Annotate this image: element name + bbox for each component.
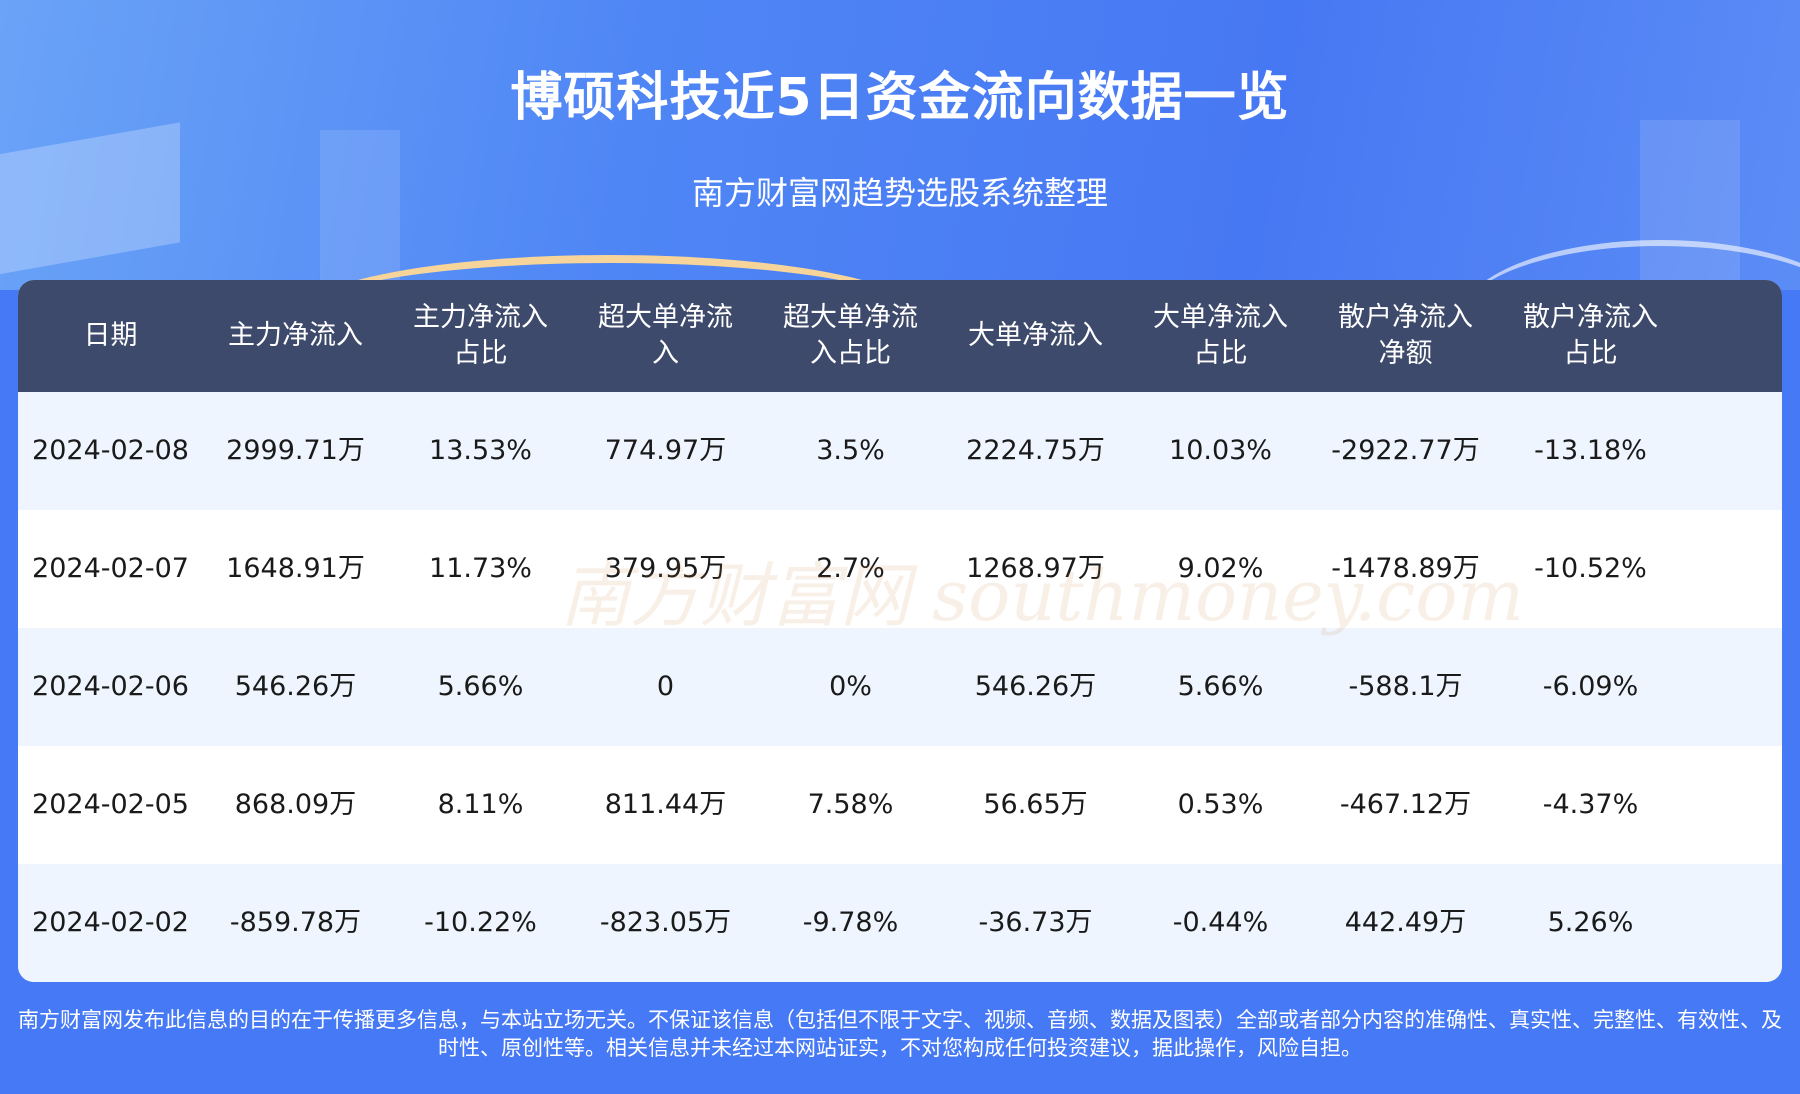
table-row: 2024-02-02 -859.78万 -10.22% -823.05万 -9.78% -…: [18, 864, 1782, 982]
table-cell: -0.44%: [1172, 907, 1269, 938]
column-header: 大单净流入: [968, 320, 1103, 351]
page-subtitle: 南方财富网趋势选股系统整理: [691, 174, 1108, 212]
table-cell: -36.73万: [978, 907, 1093, 938]
table-cell: 546.26万: [234, 671, 357, 702]
table-cell: 8.11%: [437, 789, 524, 820]
table-cell: 5.66%: [1177, 671, 1264, 702]
table-cell: 0: [656, 671, 675, 702]
column-header: 主力净流入 占比: [413, 302, 548, 369]
table-header: 日期 主力净流入 主力净流入 占比 超大单净流 入超大单净流 入占比 大单净流入 大单净流…: [18, 280, 1782, 392]
column-header: 超大单净流 入: [598, 302, 733, 369]
decoration: [320, 130, 400, 290]
table-row: 2024-02-07 1648.91万 11.73% 379.95万 2.7% 1268.…: [18, 510, 1782, 628]
table-cell: 442.49万: [1344, 907, 1467, 938]
table-cell: 13.53%: [429, 435, 532, 466]
table-body: 2024-02-08 2999.71万 13.53% 774.97万 3.5% 2224.…: [18, 392, 1782, 982]
table-cell: 774.97万: [604, 435, 727, 466]
table-cell: -13.18%: [1534, 435, 1647, 466]
table-cell: 811.44万: [604, 789, 727, 820]
table-row: 2024-02-05 868.09万 8.11% 811.44万 7.58% 56.65万…: [18, 746, 1782, 864]
page-title: 博硕科技近5日资金流向数据一览: [510, 68, 1290, 128]
column-header: 散户净流入 净额: [1338, 302, 1473, 369]
table-cell: 546.26万: [974, 671, 1097, 702]
table-cell: 1648.91万: [226, 553, 365, 584]
table-cell: -588.1万: [1348, 671, 1463, 702]
table-cell: -823.05万: [599, 907, 732, 938]
table-cell: 2224.75万: [966, 435, 1105, 466]
column-header: 日期: [83, 320, 138, 351]
table-cell: 379.95万: [604, 553, 727, 584]
table-cell: 10.03%: [1169, 435, 1272, 466]
table-cell: 2.7%: [816, 553, 885, 584]
table-cell: 56.65万: [983, 789, 1088, 820]
table-cell: 868.09万: [234, 789, 357, 820]
table-cell: 2024-02-08: [32, 435, 189, 466]
table-cell: -6.09%: [1542, 671, 1639, 702]
table-cell: -467.12万: [1339, 789, 1472, 820]
table-cell: -1478.89万: [1331, 553, 1480, 584]
table-cell: 11.73%: [429, 553, 532, 584]
table-cell: 2024-02-05: [32, 789, 189, 820]
table-cell: 7.58%: [807, 789, 894, 820]
table-cell: 1268.97万: [966, 553, 1105, 584]
column-header: 主力净流入: [228, 320, 363, 351]
table-cell: 2999.71万: [226, 435, 365, 466]
column-header: 散户净流入 占比: [1523, 302, 1658, 369]
column-header: 大单净流入 占比: [1153, 302, 1288, 369]
decoration-arc: [300, 255, 920, 290]
banner: 博硕科技近5日资金流向数据一览 南方财富网趋势选股系统整理: [0, 0, 1800, 290]
column-header: 超大单净流 入占比: [783, 302, 918, 369]
fund-flow-table: 日期 主力净流入 主力净流入 占比 超大单净流 入超大单净流 入占比 大单净流入 大单净流…: [18, 280, 1782, 982]
table-cell: -9.78%: [802, 907, 899, 938]
table-cell: -2922.77万: [1331, 435, 1480, 466]
table-cell: 3.5%: [816, 435, 885, 466]
table-cell: 2024-02-02: [32, 907, 189, 938]
disclaimer: 南方财富网发布此信息的目的在于传播更多信息，与本站立场无关。不保证该信息（包括但…: [18, 1008, 1782, 1060]
table-cell: 0.53%: [1177, 789, 1264, 820]
table-cell: -4.37%: [1542, 789, 1639, 820]
table-cell: 2024-02-07: [32, 553, 189, 584]
table-cell: 2024-02-06: [32, 671, 189, 702]
table-row: 2024-02-06 546.26万 5.66% 0 0% 546.26万 5.66% -58…: [18, 628, 1782, 746]
decoration-arc: [1460, 240, 1800, 290]
table-cell: -859.78万: [229, 907, 362, 938]
table-cell: 9.02%: [1177, 553, 1264, 584]
table-cell: 0%: [829, 671, 872, 702]
table-cell: 5.66%: [437, 671, 524, 702]
table-cell: -10.22%: [424, 907, 537, 938]
table-cell: 5.26%: [1547, 907, 1634, 938]
table-row: 2024-02-08 2999.71万 13.53% 774.97万 3.5% 2224.…: [18, 392, 1782, 510]
table-cell: -10.52%: [1534, 553, 1647, 584]
